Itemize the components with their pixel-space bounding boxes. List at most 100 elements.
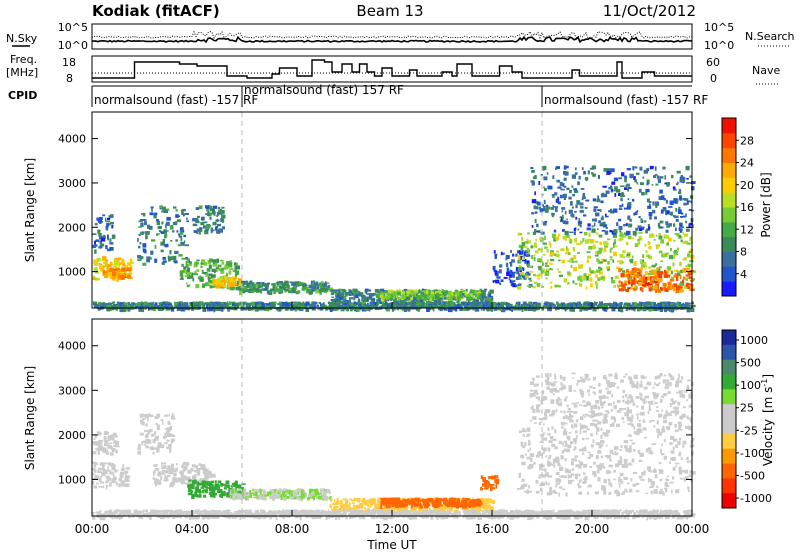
scatter-cell: [127, 307, 131, 312]
scatter-cell: [216, 223, 221, 227]
scatter-cell: [444, 292, 448, 295]
scatter-cell: [686, 307, 691, 313]
scatter-cell: [104, 447, 107, 450]
scatter-cell: [472, 289, 475, 294]
scatter-cell: [95, 267, 98, 270]
scatter-cell: [324, 283, 327, 287]
scatter-cell: [399, 301, 405, 306]
scatter-cell: [140, 303, 143, 307]
scatter-cell: [105, 441, 109, 444]
scatter-cell: [201, 217, 204, 221]
scatter-cell: [240, 496, 244, 501]
scatter-cell: [98, 467, 103, 471]
scatter-cell: [252, 306, 255, 308]
scatter-cell: [267, 290, 270, 295]
scatter-cell: [129, 277, 133, 279]
scatter-cell: [588, 232, 591, 237]
scatter-cell: [292, 490, 295, 494]
scatter-cell: [641, 192, 645, 196]
scatter-cell: [281, 283, 286, 288]
colorbar-tick-label: 8: [740, 246, 747, 259]
scatter-cell: [460, 305, 463, 310]
scatter-cell: [99, 235, 102, 240]
scatter-cell: [113, 435, 118, 438]
scatter-cell: [643, 303, 648, 307]
scatter-cell: [577, 251, 580, 254]
scatter-cell: [366, 293, 371, 295]
scatter-cell: [434, 301, 437, 306]
scatter-cell: [660, 239, 665, 244]
scatter-cell: [152, 452, 155, 455]
scatter-cell: [375, 307, 380, 310]
scatter-cell: [369, 498, 374, 503]
scatter-cell: [321, 496, 325, 501]
scatter-cell: [195, 301, 198, 306]
scatter-cell: [505, 254, 510, 259]
scatter-cell: [253, 287, 257, 290]
scatter-cell: [586, 227, 591, 231]
scatter-cell: [451, 291, 454, 295]
scatter-cell: [158, 472, 162, 477]
scatter-cell: [344, 306, 348, 309]
scatter-cell: [618, 177, 622, 180]
scatter-cell: [643, 305, 648, 308]
scatter-cell: [643, 274, 646, 278]
scatter-cell: [193, 230, 197, 233]
scatter-cell: [648, 201, 652, 203]
scatter-cell: [222, 275, 225, 279]
scatter-cell: [233, 301, 236, 304]
scatter-cell: [353, 296, 356, 301]
scatter-cell: [541, 306, 544, 311]
scatter-cell: [495, 279, 500, 284]
scatter-cell: [174, 221, 178, 225]
scatter-cell: [106, 267, 110, 272]
scatter-cell: [190, 485, 195, 490]
scatter-cell: [465, 293, 470, 298]
scatter-cell: [421, 302, 424, 306]
scatter-cell: [249, 307, 254, 311]
scatter-cell: [296, 281, 300, 285]
scatter-cell: [319, 291, 322, 295]
scatter-cell: [626, 168, 631, 171]
scatter-cell: [574, 282, 578, 285]
scatter-cell: [401, 295, 406, 299]
scatter-cell: [273, 489, 276, 492]
scatter-cell: [274, 284, 277, 287]
scatter-cell: [222, 493, 225, 497]
scatter-cell: [209, 304, 211, 308]
scatter-cell: [428, 307, 430, 312]
scatter-cell: [271, 283, 275, 285]
scatter-cell: [245, 496, 247, 501]
scatter-cell: [421, 288, 424, 292]
scatter-cell: [157, 225, 162, 230]
scatter-cell: [326, 282, 330, 285]
scatter-cell: [338, 307, 341, 310]
scatter-cell: [430, 293, 435, 299]
scatter-cell: [97, 450, 100, 455]
scatter-cell: [583, 276, 587, 281]
scatter-cell: [118, 265, 121, 268]
scatter-cell: [354, 290, 357, 295]
scatter-cell: [681, 178, 686, 183]
scatter-cell: [552, 195, 555, 198]
scatter-cell: [634, 211, 638, 215]
scatter-cell: [301, 287, 306, 291]
scatter-cell: [603, 259, 607, 262]
scatter-cell: [648, 266, 652, 269]
scatter-cell: [150, 206, 154, 209]
scatter-cell: [682, 276, 686, 280]
scatter-cell: [645, 229, 648, 234]
scatter-cell: [107, 466, 109, 471]
scatter-cell: [258, 289, 262, 292]
scatter-cell: [639, 287, 643, 291]
scatter-cell: [580, 206, 584, 209]
freq-left-unit: [MHz]: [6, 66, 38, 79]
scatter-cell: [531, 170, 535, 173]
scatter-cell: [254, 307, 259, 312]
scatter-cell: [431, 307, 435, 311]
scatter-cell: [434, 294, 439, 299]
scatter-cell: [554, 192, 558, 196]
scatter-cell: [317, 495, 322, 499]
scatter-cell: [162, 420, 164, 425]
